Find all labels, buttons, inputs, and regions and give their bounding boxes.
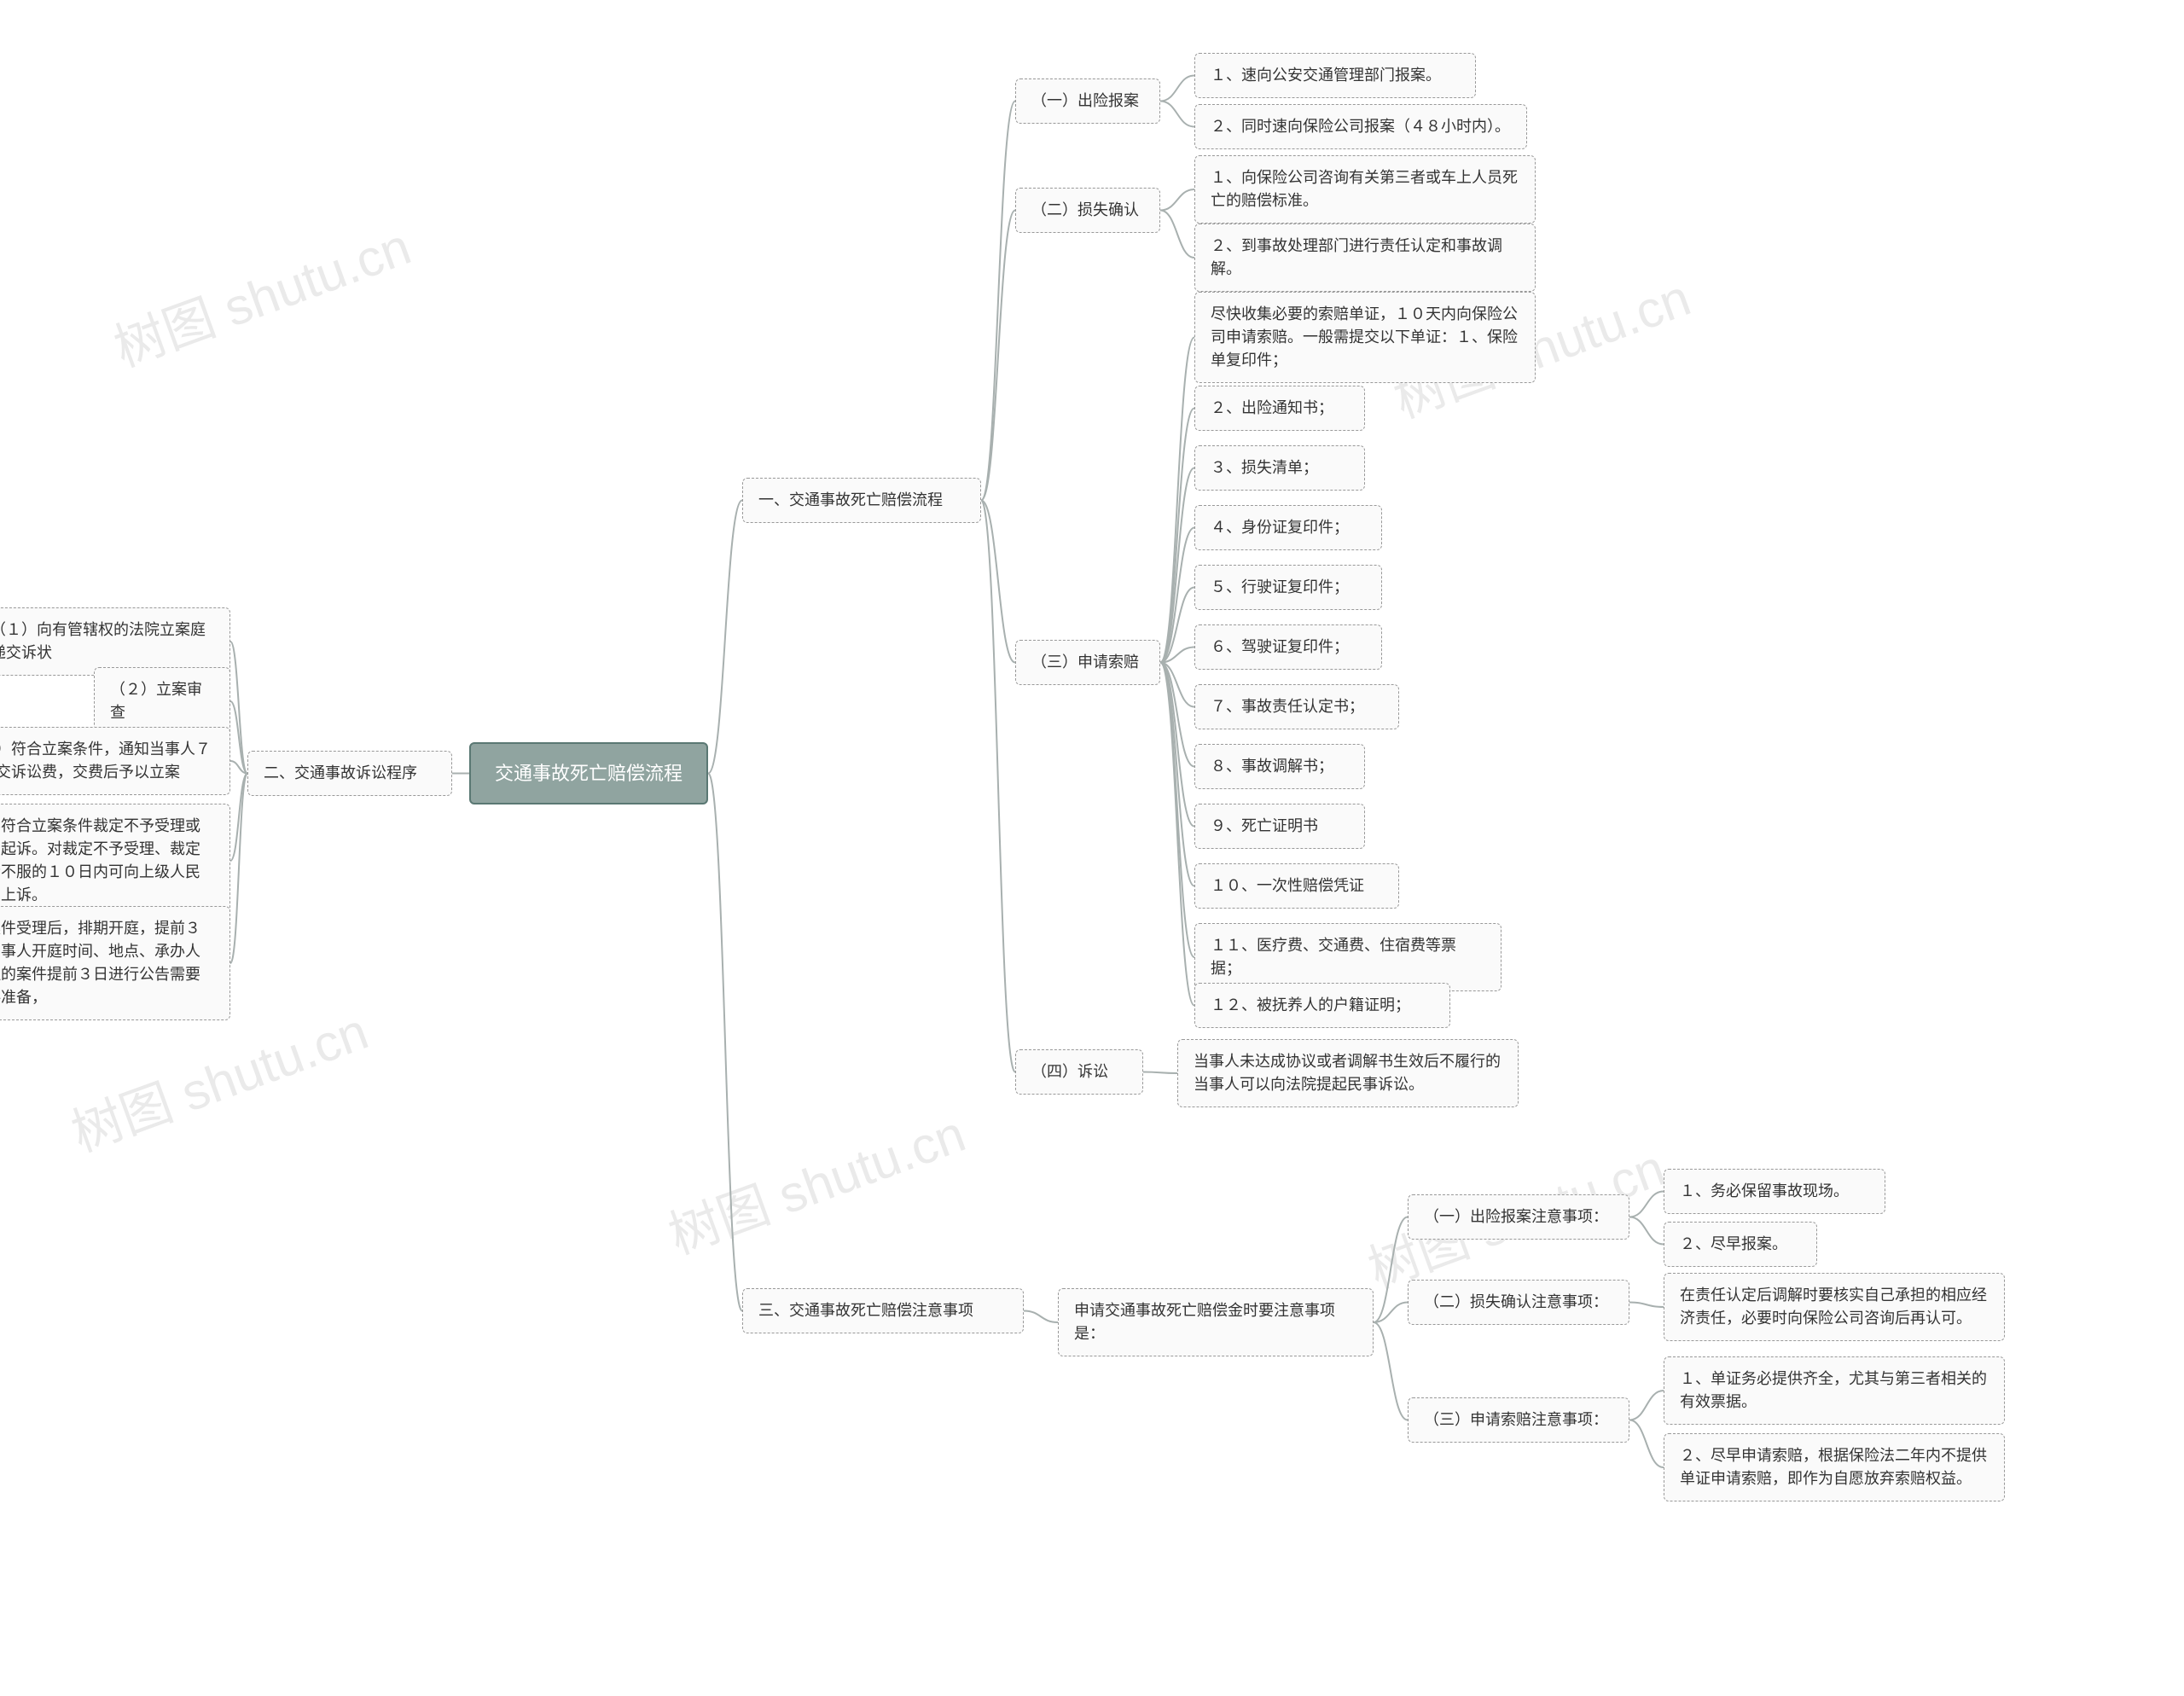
branch-2: 二、交通事故诉讼程序 [247, 751, 452, 796]
b3c1-sub-c: （三）申请索赔注意事项： [1408, 1397, 1629, 1443]
b2-leaf-3: （３）符合立案条件，通知当事人７日内交诉讼费，交费后予以立案 [0, 727, 230, 795]
b1c2-leaf-1: １、向保险公司咨询有关第三者或车上人员死亡的赔偿标准。 [1194, 155, 1536, 224]
b1c3-leaf-6: ６、驾驶证复印件； [1194, 624, 1382, 670]
b2-leaf-4: （４）不符合立案条件裁定不予受理或裁定驳回起诉。对裁定不予受理、裁定驳回起诉不服… [0, 804, 230, 918]
b2-leaf-1: （１）向有管辖权的法院立案庭递交诉状 [0, 607, 230, 676]
b3c1a-leaf-1: １、务必保留事故现场。 [1664, 1169, 1885, 1214]
watermark: 树图 shutu.cn [657, 1093, 973, 1269]
b1c3-leaf-7: ７、事故责任认定书； [1194, 684, 1399, 729]
b1-sub-4: （四）诉讼 [1015, 1049, 1143, 1095]
b3c1c-leaf-1: １、单证务必提供齐全，尤其与第三者相关的有效票据。 [1664, 1356, 2005, 1425]
b1c3-leaf-10: １０、一次性赔偿凭证 [1194, 863, 1399, 909]
b1-sub-3: （三）申请索赔 [1015, 640, 1160, 685]
b1-sub-1: （一）出险报案 [1015, 78, 1160, 124]
root-node: 交通事故死亡赔偿流程 [469, 742, 708, 804]
branch-3: 三、交通事故死亡赔偿注意事项 [742, 1288, 1024, 1333]
branch-1: 一、交通事故死亡赔偿流程 [742, 478, 981, 523]
b3-sub-1: 申请交通事故死亡赔偿金时要注意事项是： [1058, 1288, 1374, 1356]
b3c1-sub-a: （一）出险报案注意事项： [1408, 1194, 1629, 1240]
b1c3-leaf-4: ４、身份证复印件； [1194, 505, 1382, 550]
b1c3-leaf-1: 尽快收集必要的索赔单证，１０天内向保险公司申请索赔。一般需提交以下单证：１、保险… [1194, 292, 1536, 383]
b1c3-leaf-12: １２、被抚养人的户籍证明； [1194, 983, 1450, 1028]
b3c1a-leaf-2: ２、尽早报案。 [1664, 1222, 1817, 1267]
b1c4-leaf-1: 当事人未达成协议或者调解书生效后不履行的当事人可以向法院提起民事诉讼。 [1177, 1039, 1519, 1107]
b2-leaf-2: （２）立案审查 [94, 667, 230, 735]
b1-sub-2: （二）损失确认 [1015, 188, 1160, 233]
b1c2-leaf-2: ２、到事故处理部门进行责任认定和事故调解。 [1194, 224, 1536, 292]
b1c3-leaf-11: １１、医疗费、交通费、住宿费等票据； [1194, 923, 1502, 991]
b1c3-leaf-9: ９、死亡证明书 [1194, 804, 1365, 849]
b1c3-leaf-2: ２、出险通知书； [1194, 386, 1365, 431]
b2-leaf-5: （５）案件受理后，排期开庭，提前３日通知当事人开庭时间、地点、承办人公开审理的案… [0, 906, 230, 1020]
watermark: 树图 shutu.cn [102, 206, 419, 381]
b3c1b-leaf-1: 在责任认定后调解时要核实自己承担的相应经济责任，必要时向保险公司咨询后再认可。 [1664, 1273, 2005, 1341]
b1c1-leaf-1: １、速向公安交通管理部门报案。 [1194, 53, 1476, 98]
b1c3-leaf-5: ５、行驶证复印件； [1194, 565, 1382, 610]
b3c1-sub-b: （二）损失确认注意事项： [1408, 1280, 1629, 1325]
b1c3-leaf-3: ３、损失清单； [1194, 445, 1365, 491]
b1c3-leaf-8: ８、事故调解书； [1194, 744, 1365, 789]
b3c1c-leaf-2: ２、尽早申请索赔，根据保险法二年内不提供单证申请索赔，即作为自愿放弃索赔权益。 [1664, 1433, 2005, 1501]
b1c1-leaf-2: ２、同时速向保险公司报案（４８小时内）。 [1194, 104, 1527, 149]
